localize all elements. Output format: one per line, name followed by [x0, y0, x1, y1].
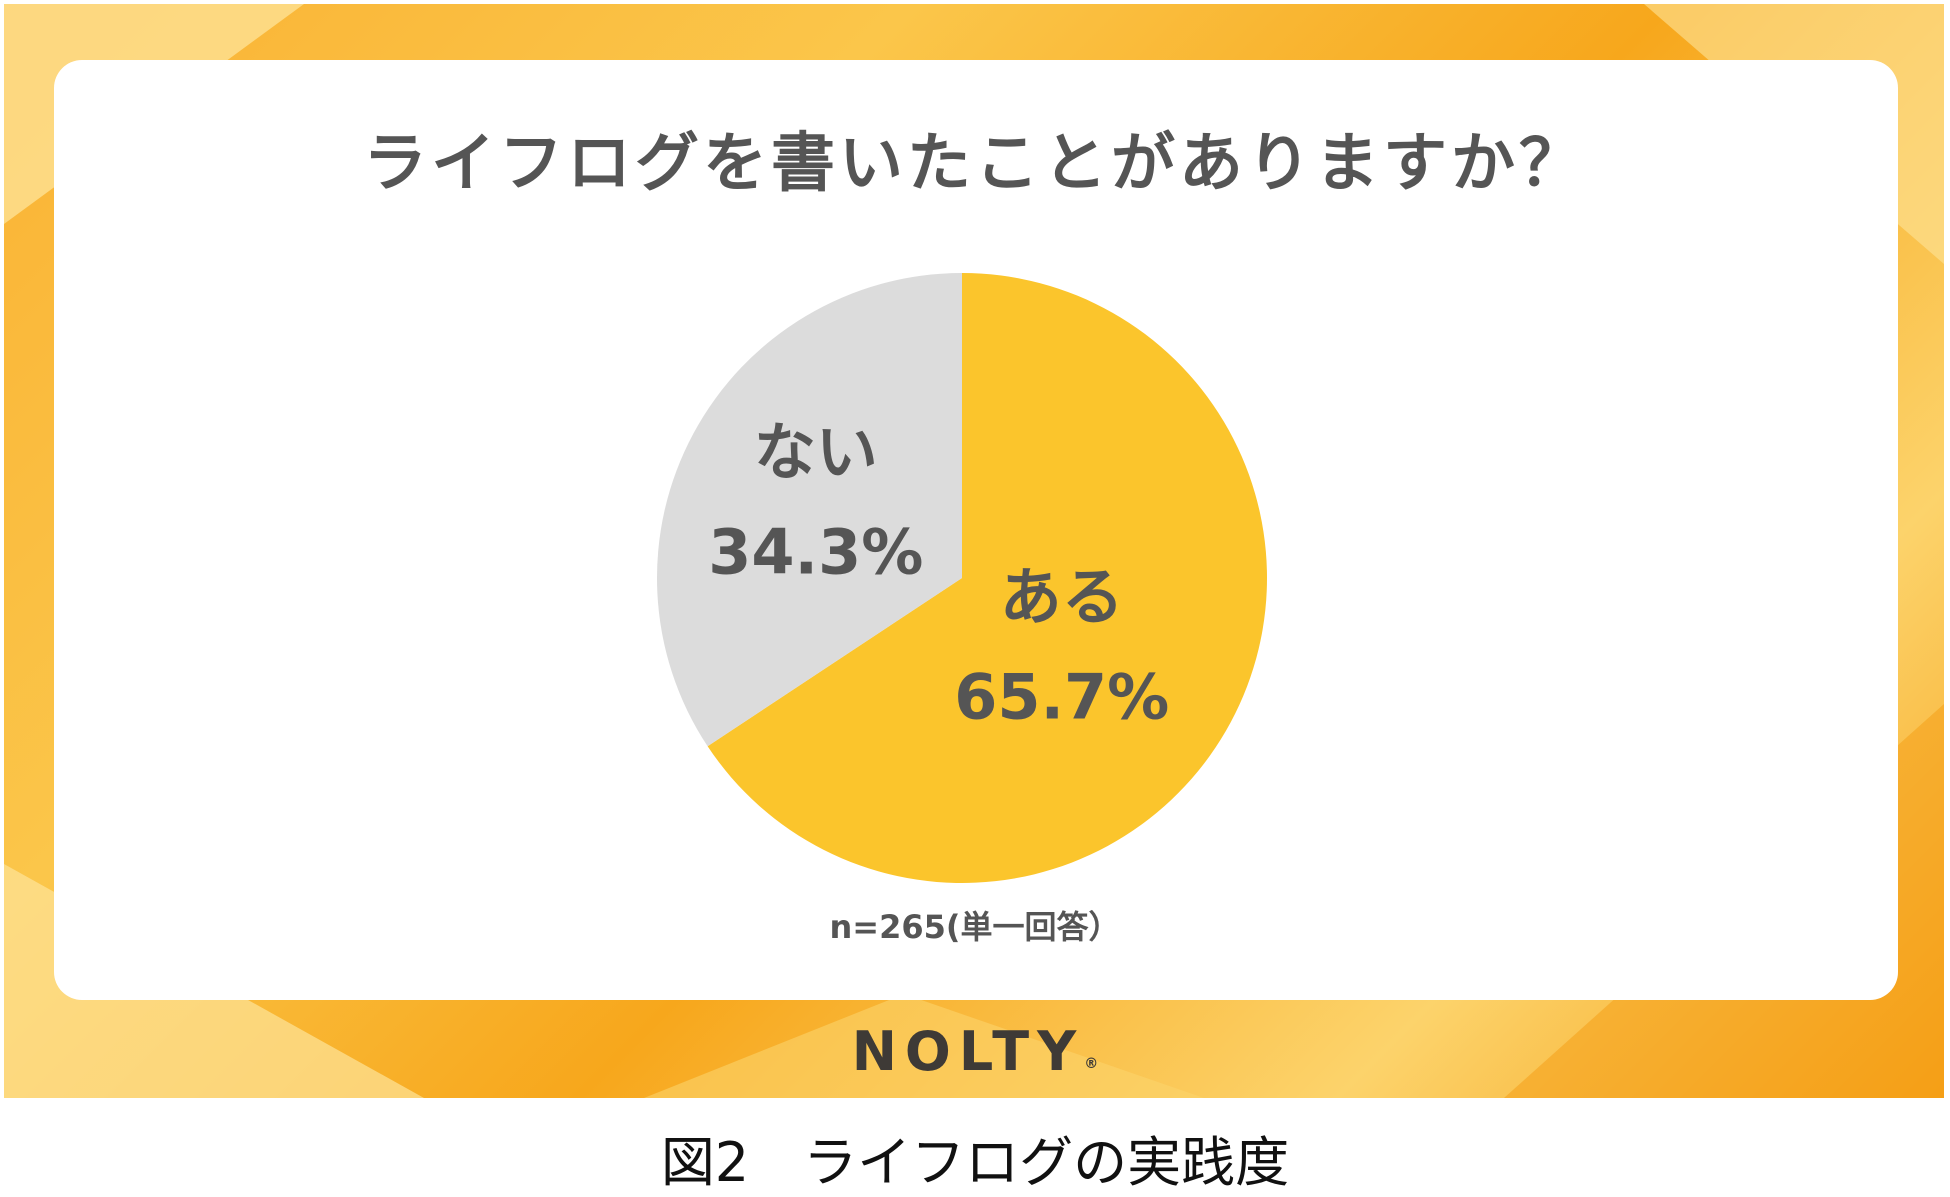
slice-label: ある — [1000, 560, 1124, 633]
sample-size-note: n=265(単一回答） — [829, 908, 1121, 946]
pie-slice-aru — [707, 273, 1268, 883]
figure-caption: 図2 ライフログの実践度 — [660, 1131, 1290, 1194]
slice-label: ない — [754, 415, 878, 488]
pie-slice-nai — [657, 273, 962, 747]
slice-value-label: 34.3% — [708, 515, 923, 588]
brand-logo: NOLTY® — [851, 1020, 1099, 1083]
slice-value-label: 65.7% — [954, 660, 1169, 733]
chart-title: ライフログを書いたことがありますか？ — [363, 127, 1587, 201]
